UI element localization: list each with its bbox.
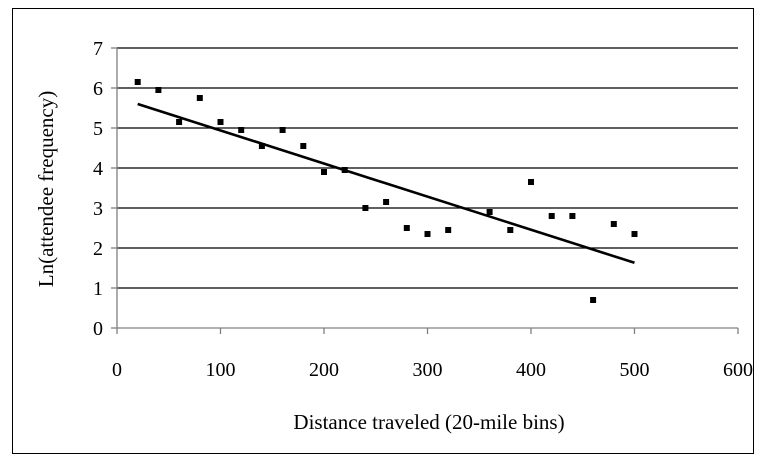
y-tick-label: 1 bbox=[93, 278, 103, 300]
y-tick-label: 6 bbox=[93, 78, 103, 100]
data-point bbox=[155, 87, 162, 93]
chart-frame: 0 1 2 3 4 5 6 7 0 100 200 300 400 500 600 Ln(attendee … bbox=[12, 8, 754, 454]
data-point bbox=[134, 79, 141, 85]
data-point bbox=[196, 95, 203, 101]
data-point bbox=[300, 143, 307, 149]
data-point bbox=[424, 231, 431, 237]
data-point bbox=[217, 119, 224, 125]
data-point bbox=[279, 127, 286, 133]
data-point bbox=[176, 119, 183, 125]
y-axis-title: Ln(attendee frequency) bbox=[34, 91, 58, 287]
scatter-chart: 0 1 2 3 4 5 6 7 0 100 200 300 400 500 600 Ln(attendee … bbox=[34, 38, 753, 434]
x-tick-label: 200 bbox=[309, 359, 339, 381]
y-tick-label: 3 bbox=[93, 198, 103, 220]
data-point bbox=[569, 213, 576, 219]
data-point bbox=[321, 169, 327, 175]
data-point bbox=[445, 227, 452, 233]
trendline-group bbox=[137, 102, 635, 265]
y-tick-label: 2 bbox=[93, 238, 103, 260]
x-tick-label: 300 bbox=[413, 359, 443, 381]
x-tick-label: 600 bbox=[723, 359, 753, 381]
data-points bbox=[134, 79, 638, 303]
gridlines bbox=[117, 47, 738, 289]
trendline bbox=[137, 102, 635, 265]
axes bbox=[111, 47, 739, 334]
y-tick-label: 0 bbox=[93, 318, 103, 340]
data-point bbox=[341, 167, 348, 173]
data-point bbox=[610, 221, 617, 227]
y-tick-label: 7 bbox=[93, 38, 103, 60]
data-point bbox=[238, 127, 245, 133]
x-tick-label: 500 bbox=[620, 359, 650, 381]
tick-labels: 0 1 2 3 4 5 6 7 0 100 200 300 400 500 600 bbox=[93, 38, 753, 381]
y-tick-label: 4 bbox=[93, 158, 103, 180]
data-point bbox=[528, 179, 534, 185]
data-point bbox=[590, 297, 597, 303]
y-tick-label: 5 bbox=[93, 118, 103, 140]
x-axis-title: Distance traveled (20-mile bins) bbox=[293, 410, 564, 434]
data-point bbox=[631, 231, 638, 237]
data-point bbox=[486, 209, 493, 215]
data-point bbox=[258, 143, 265, 149]
x-tick-label: 400 bbox=[516, 359, 546, 381]
data-point bbox=[403, 225, 410, 231]
x-tick-label: 100 bbox=[206, 359, 236, 381]
x-tick-label: 0 bbox=[112, 359, 122, 381]
data-point bbox=[362, 205, 369, 211]
data-point bbox=[548, 213, 555, 219]
data-point bbox=[383, 199, 390, 205]
data-point bbox=[507, 227, 514, 233]
